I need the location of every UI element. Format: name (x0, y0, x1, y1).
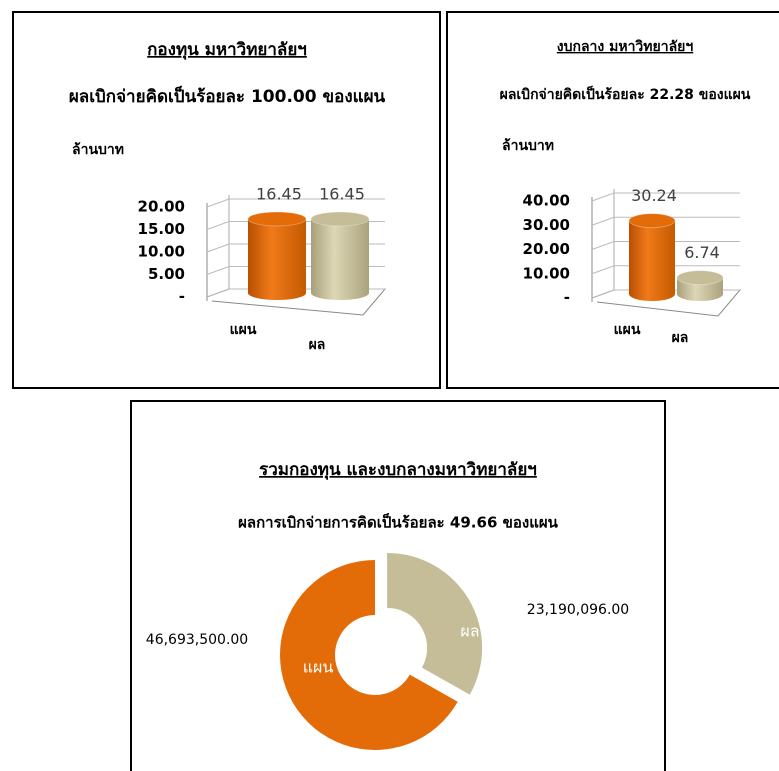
donut-slice (279, 560, 458, 750)
y-tick-label: 10.00 (523, 264, 570, 282)
panel (446, 11, 779, 389)
x-tick-label: แผน (614, 322, 641, 338)
data-label: 23,190,096.00 (527, 602, 629, 618)
chart-title: งบกลาง มหาวิทยาลัยฯ (557, 39, 694, 55)
x-tick-label: ผล (672, 330, 689, 346)
y-tick-label: - (179, 288, 185, 306)
y-tick-label: 5.00 (148, 265, 185, 283)
bar-top (676, 270, 724, 286)
slice-label: แผน (303, 658, 334, 677)
grid-line (591, 241, 740, 250)
y-tick-label: 40.00 (523, 192, 570, 210)
bar-base (311, 286, 369, 300)
bar-base (248, 286, 306, 300)
bar-top (310, 211, 370, 227)
y-axis-label: ล้านบาท (72, 142, 124, 158)
chart-title: กองทุน มหาวิทยาลัยฯ (147, 40, 307, 60)
bar-base (677, 287, 723, 301)
donut-slice (387, 552, 483, 695)
data-label: 46,693,500.00 (146, 632, 248, 648)
x-tick-label: ผล (309, 337, 326, 353)
data-label: 30.24 (631, 186, 677, 205)
bar (248, 218, 306, 293)
bar (311, 218, 369, 293)
grid-line (591, 192, 740, 202)
chart-subtitle: ผลการเบิกจ่ายการคิดเป็นร้อยละ 49.66 ของแ… (238, 513, 559, 532)
y-tick-label: 20.00 (523, 240, 570, 258)
y-tick-label: - (564, 289, 570, 307)
chart-title: รวมกองทุน และงบกลางมหาวิทยาลัยฯ (259, 460, 537, 480)
y-tick-label: 15.00 (138, 220, 185, 238)
bar-base (629, 287, 675, 301)
data-label: 16.45 (319, 184, 365, 203)
bar-top (247, 211, 307, 227)
chart-subtitle: ผลเบิกจ่ายคิดเป็นร้อยละ 100.00 ของแผน (69, 84, 386, 107)
x-tick-label: แผน (230, 322, 257, 338)
grid-line (206, 198, 385, 208)
bar-top (628, 213, 676, 229)
bar (629, 220, 675, 294)
chart-subtitle: ผลเบิกจ่ายคิดเป็นร้อยละ 22.28 ของแผน (500, 85, 751, 103)
grid-line (591, 265, 740, 275)
data-label: 6.74 (684, 243, 720, 262)
y-tick-label: 10.00 (138, 243, 185, 261)
data-label: 16.45 (256, 184, 302, 203)
y-axis-label: ล้านบาท (502, 138, 554, 154)
y-tick-label: 30.00 (523, 216, 570, 234)
grid-line (591, 216, 740, 226)
y-tick-label: 20.00 (138, 198, 185, 216)
slice-label: ผล (460, 622, 479, 641)
